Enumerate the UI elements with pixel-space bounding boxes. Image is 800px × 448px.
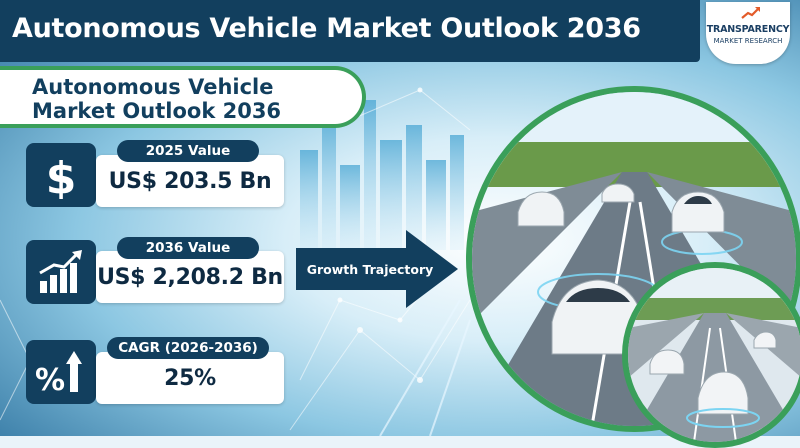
percent-arrow-icon: % [36, 351, 82, 396]
title-banner: Autonomous Vehicle Market Outlook 2036 [0, 0, 700, 62]
logo-wordmark: TRANSPARENCY [706, 24, 790, 35]
stat-icon-tile-2036 [26, 240, 96, 304]
stat-label-2025: 2025 Value [117, 140, 259, 162]
bar-chart-growth-icon [39, 250, 82, 293]
svg-text:%: % [36, 363, 65, 396]
company-logo: TRANSPARENCY MARKET RESEARCH [706, 2, 790, 64]
stat-card-2036: US$ 2,208.2 Bn [96, 251, 284, 303]
logo-tagline: MARKET RESEARCH [713, 37, 783, 45]
stat-icon-tile-cagr: % [26, 340, 96, 404]
stat-card-2025: US$ 203.5 Bn [96, 155, 284, 207]
stat-card-cagr: 25% [96, 352, 284, 404]
growth-arrow-icon [296, 230, 458, 308]
subtitle-panel: Autonomous Vehicle Market Outlook 2036 [0, 66, 366, 128]
stat-value-2036: US$ 2,208.2 Bn [97, 265, 283, 290]
stat-icon-tile-2025: $ [26, 143, 96, 207]
stat-label-2036: 2036 Value [117, 237, 259, 259]
traffic-highway-illustration [628, 268, 800, 442]
arrow-label: Growth Trajectory [306, 262, 434, 277]
banner-title: Autonomous Vehicle Market Outlook 2036 [12, 13, 641, 44]
highway-photo-inset [622, 262, 800, 448]
svg-text:$: $ [46, 153, 77, 199]
stat-value-cagr: 25% [164, 366, 216, 391]
dollar-icon: $ [46, 153, 77, 199]
subtitle-text: Autonomous Vehicle Market Outlook 2036 [32, 75, 282, 123]
stat-value-2025: US$ 203.5 Bn [108, 169, 272, 194]
logo-arrow-icon [741, 7, 760, 19]
stat-label-cagr: CAGR (2026-2036) [107, 337, 269, 359]
